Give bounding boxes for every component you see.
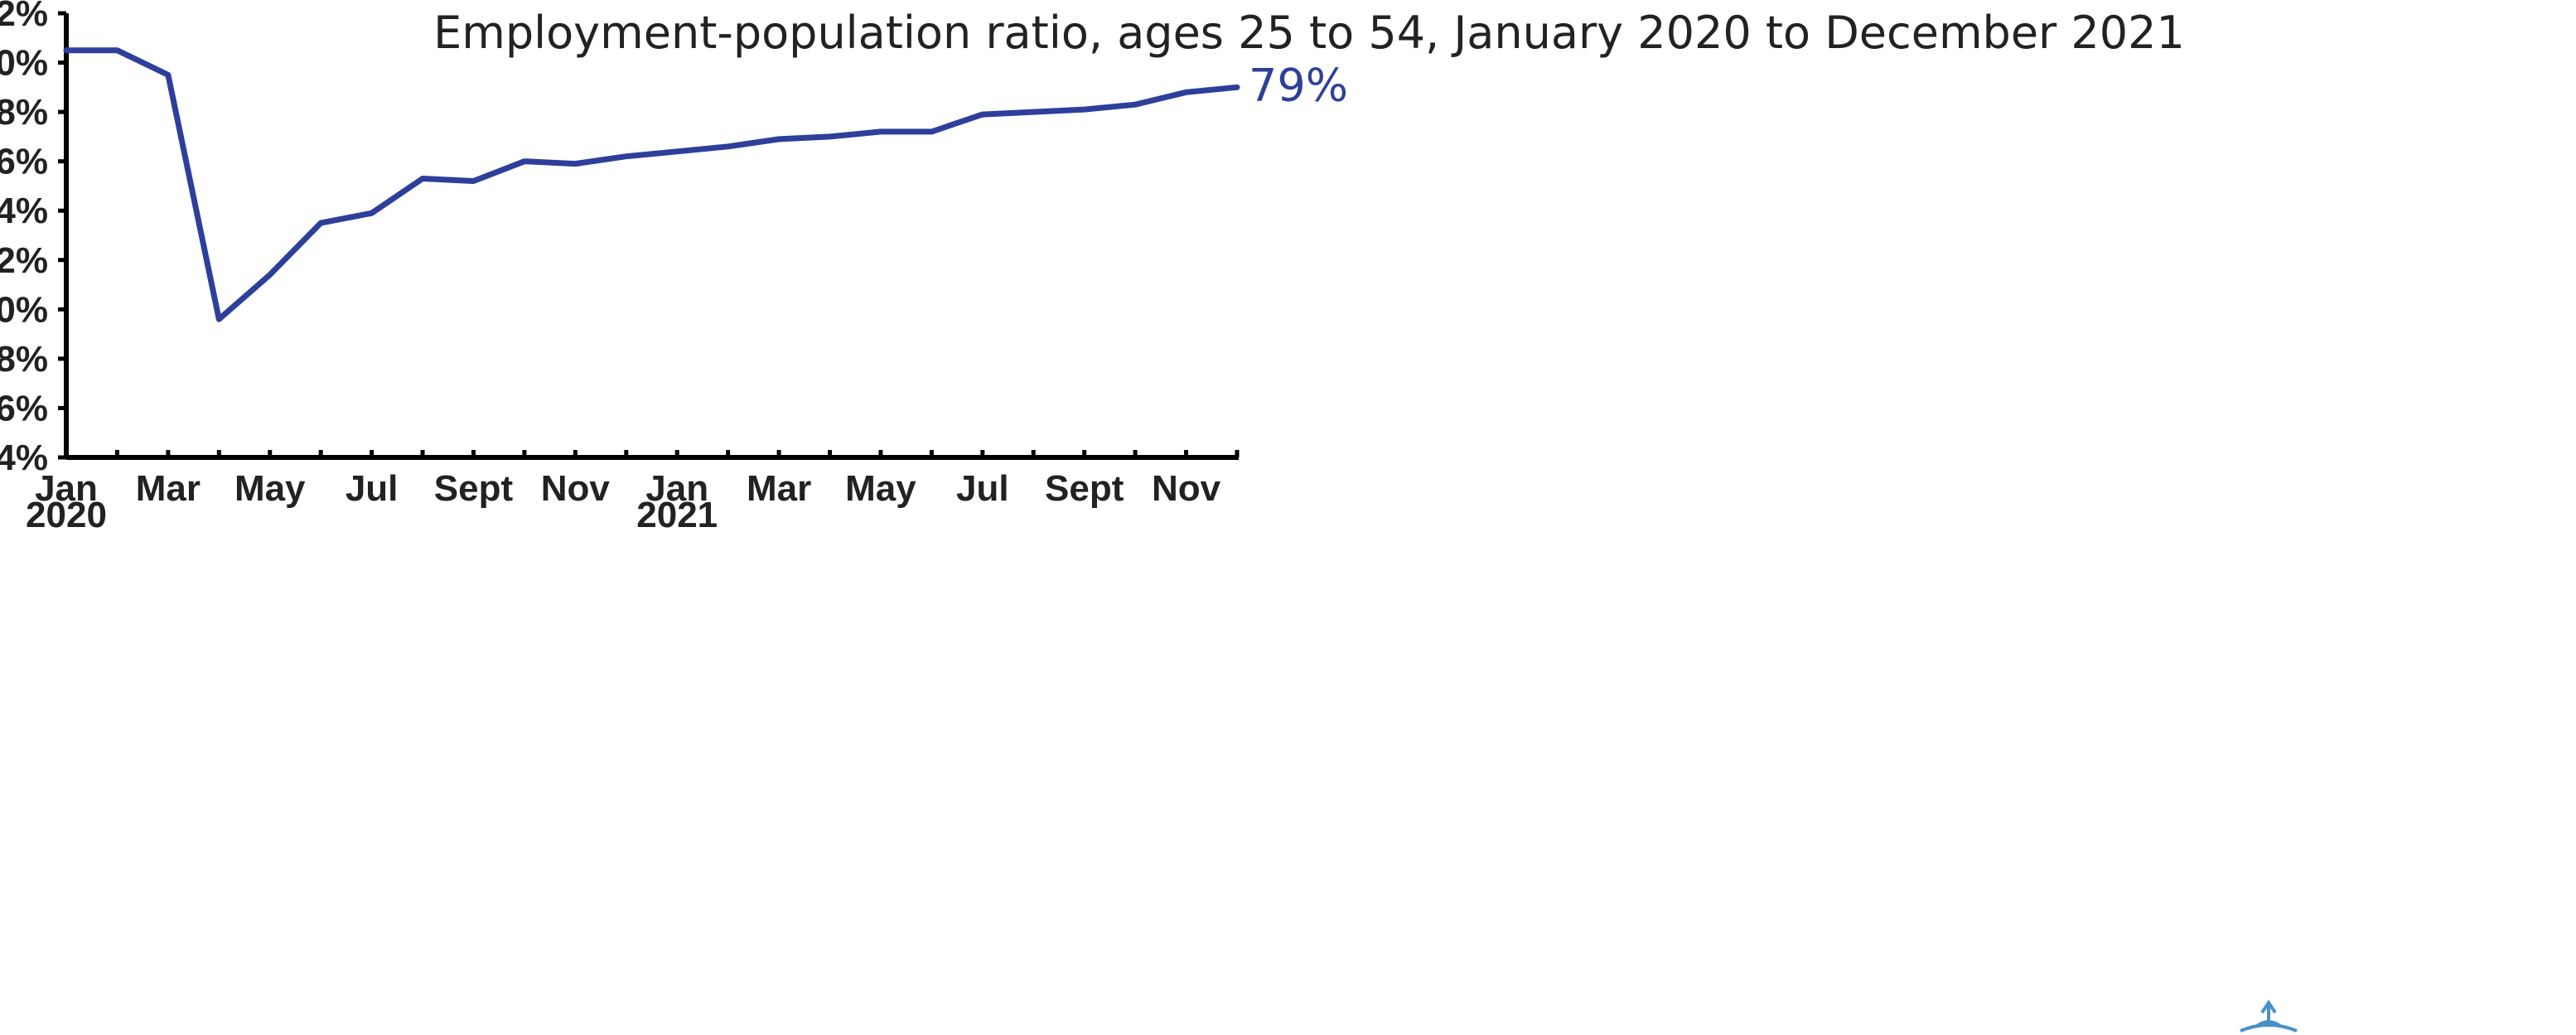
- y-tick-label: 66%: [0, 388, 48, 428]
- x-tick-label: May: [234, 468, 306, 509]
- y-tick-label: 76%: [0, 142, 48, 182]
- x-tick-label: Jan: [645, 468, 708, 509]
- x-tick-label: Jul: [346, 468, 399, 509]
- logo-icon: [2240, 999, 2298, 1033]
- employment-ratio-line: [63, 47, 1240, 322]
- end-value-label: 79%: [1249, 59, 1348, 111]
- y-tick-label: 80%: [0, 43, 48, 84]
- x-tick-label: Jul: [956, 468, 1009, 509]
- x-tick-label: Mar: [136, 468, 201, 509]
- y-tick-label: 64%: [0, 438, 48, 478]
- y-axis: 64% 66% 68% 70% 72% 74% 76% 78% 80% 82%: [0, 0, 69, 478]
- x-year-label: 2020: [26, 495, 107, 535]
- y-tick-label: 82%: [0, 0, 48, 34]
- x-tick-label: May: [845, 468, 916, 509]
- x-tick-label: Mar: [747, 468, 811, 509]
- y-tick-label: 68%: [0, 339, 48, 380]
- x-tick-label: Jan: [35, 468, 98, 509]
- chart-title: Employment-population ratio, ages 25 to …: [433, 7, 2185, 59]
- y-tick-label: 72%: [0, 240, 48, 281]
- x-tick-label: Sept: [1045, 468, 1124, 509]
- x-tick-label: Nov: [541, 468, 611, 509]
- x-tick-label: Nov: [1152, 468, 1221, 509]
- x-tick-label: Sept: [434, 468, 514, 509]
- x-year-label: 2021: [636, 495, 718, 535]
- y-tick-label: 74%: [0, 191, 48, 231]
- y-tick-label: 78%: [0, 92, 48, 133]
- y-tick-label: 70%: [0, 289, 48, 330]
